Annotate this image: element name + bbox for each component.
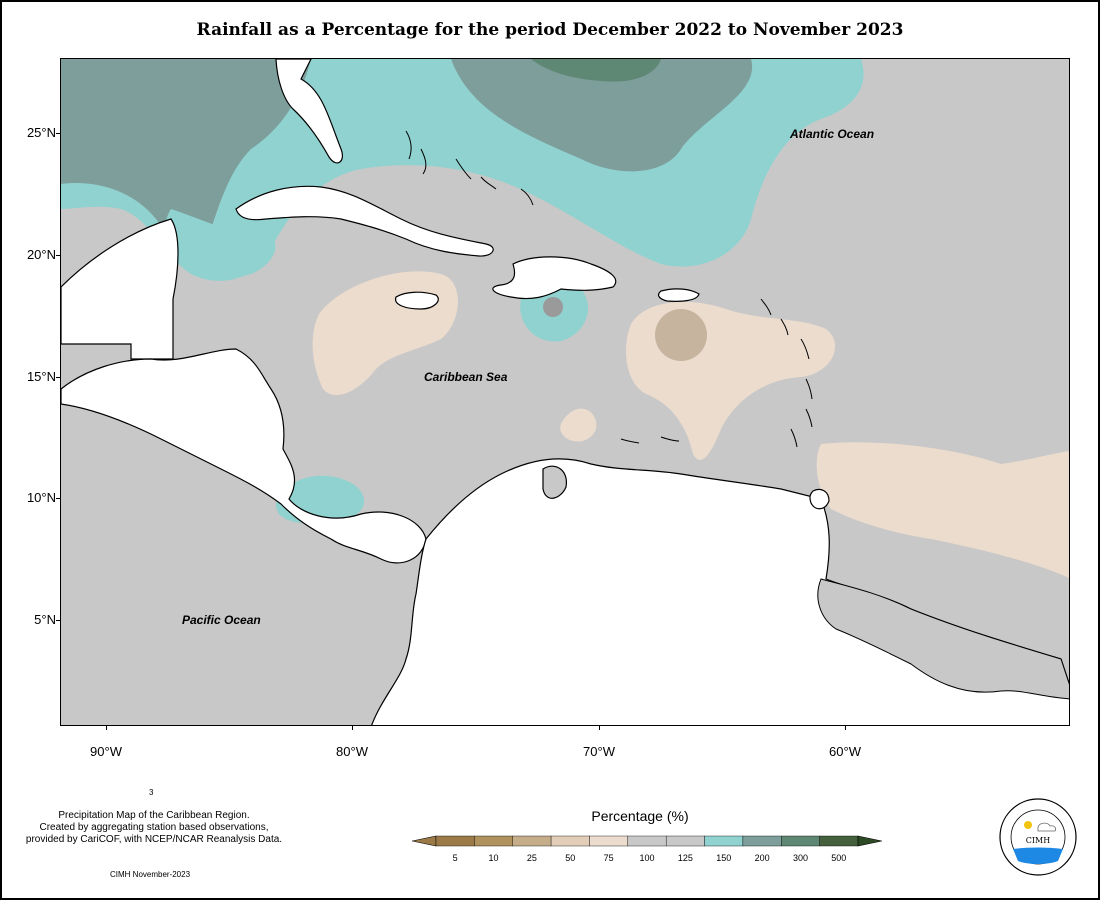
yucatan-land — [61, 218, 179, 360]
cuba-land — [235, 185, 494, 257]
wet-zone-atlantic-core — [531, 59, 661, 82]
legend-label-200: 200 — [754, 853, 770, 863]
hispaniola-land — [492, 256, 617, 300]
y-tick-mark-25 — [56, 133, 60, 134]
near-normal-hispaniola-core — [543, 297, 563, 317]
wet-zone-florida-strait — [61, 59, 311, 240]
x-tick-mark-80 — [352, 726, 353, 730]
legend-arrow-high — [857, 835, 882, 847]
atlantic-ocean-label: Atlantic Ocean — [790, 127, 875, 141]
florida-land — [275, 59, 343, 164]
y-tick-label-20: 20°N — [26, 247, 56, 262]
legend-cell-75 — [589, 835, 629, 847]
wet-zone-bahamas-north — [451, 59, 753, 172]
caribbean-sea-label: Caribbean Sea — [424, 370, 508, 384]
legend-label-5: 5 — [452, 853, 458, 863]
legend-cell-500 — [819, 835, 859, 847]
legend-cell-5 — [435, 835, 475, 847]
y-tick-label-5: 5°N — [34, 612, 56, 627]
legend-cell-50 — [550, 835, 590, 847]
x-tick-mark-90 — [106, 726, 107, 730]
paraguana-land — [542, 465, 568, 499]
cloud-icon — [1037, 822, 1057, 832]
map-canvas — [61, 59, 1069, 725]
water-icon — [1013, 847, 1063, 864]
legend-cell-150 — [704, 835, 744, 847]
small-islands — [405, 130, 813, 448]
y-tick-label-15: 15°N — [26, 369, 56, 384]
jamaica-land — [395, 291, 439, 310]
y-tick-mark-10 — [56, 498, 60, 499]
legend-arrow-low — [412, 835, 437, 847]
legend-label-75: 75 — [603, 853, 614, 863]
guianas-shading — [817, 578, 1069, 700]
pacific-ocean-label: Pacific Ocean — [182, 613, 261, 627]
legend-cell-10 — [474, 835, 513, 847]
legend-colorbar — [412, 835, 882, 847]
legend-label-125: 125 — [677, 853, 693, 863]
source-note-line-1: Precipitation Map of the Caribbean Regio… — [58, 810, 250, 821]
legend-label-150: 150 — [716, 853, 732, 863]
x-tick-label-80: 80°W — [336, 744, 368, 759]
legend-labels: 5 10 25 50 75 100 125 150 200 300 500 — [412, 853, 882, 865]
sun-icon — [1024, 821, 1032, 829]
stray-mark: 3 — [149, 788, 154, 797]
x-tick-label-90: 90°W — [90, 744, 122, 759]
source-note-line-2: Created by aggregating station based obs… — [39, 822, 269, 833]
source-note-line-3: provided by CariCOF, with NCEP/NCAR Rean… — [25, 834, 283, 845]
y-tick-mark-15 — [56, 377, 60, 378]
rainfall-map — [60, 58, 1070, 726]
legend-cell-300 — [781, 835, 820, 847]
legend-label-10: 10 — [488, 853, 499, 863]
x-tick-label-60: 60°W — [829, 744, 861, 759]
legend-cell-100 — [627, 835, 667, 847]
dry-core-leewards — [655, 309, 707, 361]
puerto-rico-land — [657, 288, 700, 302]
legend-label-100: 100 — [639, 853, 655, 863]
legend-cell-25 — [512, 835, 552, 847]
legend-cell-200 — [742, 835, 782, 847]
x-tick-label-70: 70°W — [583, 744, 615, 759]
legend-label-50: 50 — [565, 853, 576, 863]
x-tick-mark-70 — [599, 726, 600, 730]
dry-zone-tobago-east — [816, 442, 1069, 579]
legend-cell-125 — [665, 835, 705, 847]
central-america-land — [61, 348, 427, 564]
y-tick-label-10: 10°N — [26, 490, 56, 505]
legend-title: Percentage (%) — [591, 808, 689, 824]
production-stamp: CIMH November-2023 — [110, 870, 191, 879]
wet-zone-gulf-honduras — [165, 209, 276, 279]
y-tick-mark-20 — [56, 255, 60, 256]
land-masses — [61, 59, 1069, 725]
y-tick-label-25: 25°N — [26, 125, 56, 140]
x-tick-mark-60 — [845, 726, 846, 730]
map-title: Rainfall as a Percentage for the period … — [196, 20, 904, 40]
logo-text: CIMH — [1026, 836, 1050, 845]
legend-label-500: 500 — [831, 853, 847, 863]
source-note: Precipitation Map of the Caribbean Regio… — [4, 810, 304, 846]
legend-label-25: 25 — [526, 853, 537, 863]
y-tick-mark-5 — [56, 620, 60, 621]
trinidad-land — [809, 488, 830, 510]
south-america-land — [371, 458, 1069, 725]
dry-zone-barbados — [560, 408, 597, 442]
cimh-logo: CIMH — [999, 798, 1077, 876]
legend-label-300: 300 — [792, 853, 808, 863]
